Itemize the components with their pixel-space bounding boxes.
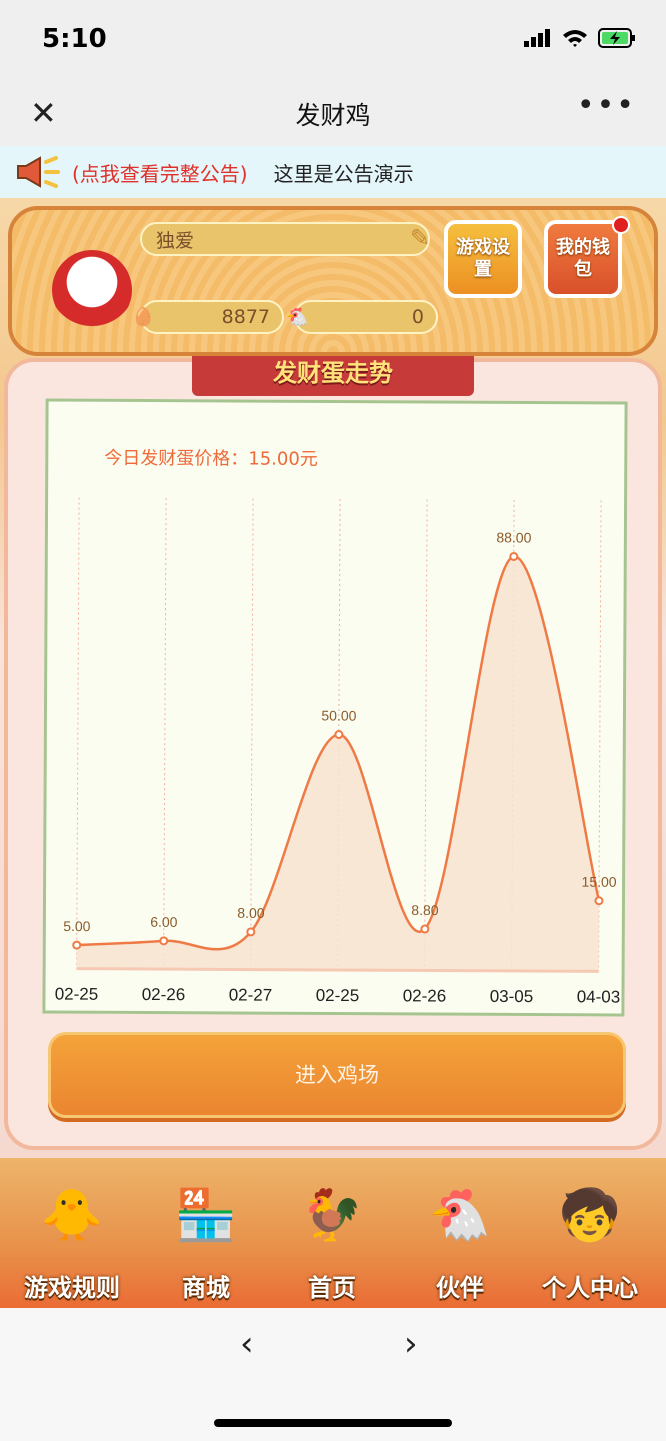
data-label: 5.00 <box>63 918 91 934</box>
nav-bar: ✕ 发财鸡 ••• <box>0 80 666 146</box>
x-tick-label: 02-26 <box>403 986 447 1005</box>
data-label: 50.00 <box>321 707 356 723</box>
rules-chicken-icon: 🐥 <box>40 1186 104 1244</box>
forward-icon[interactable]: › <box>404 1324 418 1364</box>
tab-label: 商城 <box>182 1274 230 1302</box>
wifi-icon <box>563 30 587 47</box>
grid-line <box>76 497 80 969</box>
more-icon[interactable]: ••• <box>576 88 636 123</box>
x-tick-label: 02-27 <box>229 985 273 1004</box>
bottom-tab-bar: 🐥 游戏规则 🏪 商城 🐓 首页 🐔 伙伴 🧒 个人中心 <box>0 1158 666 1308</box>
browser-toolbar: ‹ › <box>0 1308 666 1441</box>
grid-line <box>424 499 428 971</box>
area-fill <box>76 556 599 972</box>
chart-paper: 今日发财蛋价格：15.00元 5.00 02-25 6.00 02-26 8.00 02-… <box>42 398 628 1017</box>
x-tick-label: 02-25 <box>316 986 360 1005</box>
chicken-count: 🐔 0 <box>286 300 438 334</box>
data-point <box>509 551 519 561</box>
tab-home[interactable]: 🐓 首页 <box>272 1166 392 1306</box>
game-settings-button[interactable]: 游戏设置 <box>444 220 522 298</box>
tab-shop[interactable]: 🏪 商城 <box>146 1166 266 1306</box>
data-label: 88.00 <box>496 529 531 545</box>
x-axis <box>76 967 599 973</box>
data-label: 15.00 <box>582 874 617 890</box>
home-rooster-icon: 🐓 <box>300 1186 364 1244</box>
tab-profile[interactable]: 🧒 个人中心 <box>530 1166 650 1306</box>
tab-label: 个人中心 <box>542 1274 638 1302</box>
tab-label: 游戏规则 <box>24 1274 120 1302</box>
data-label: 8.80 <box>411 902 439 918</box>
data-point <box>334 730 344 740</box>
data-point <box>420 924 430 934</box>
egg-count: 🥚 8877 <box>132 300 284 334</box>
x-tick-label: 04-03 <box>577 987 621 1006</box>
data-point <box>159 936 169 946</box>
x-tick-label: 03-05 <box>490 987 534 1006</box>
shop-icon: 🏪 <box>174 1186 238 1244</box>
page-title: 发财鸡 <box>295 101 371 130</box>
home-indicator <box>214 1419 452 1427</box>
status-bar: 5:10 <box>0 0 666 80</box>
series-line <box>76 555 601 951</box>
data-point <box>246 927 256 937</box>
notice-bar[interactable]: (点我查看完整公告) 这里是公告演示 <box>0 146 666 198</box>
chicken-icon: 🐔 <box>286 306 309 328</box>
status-time: 5:10 <box>42 24 107 54</box>
profile-kid-icon: 🧒 <box>558 1186 622 1244</box>
data-label: 8.00 <box>237 905 265 921</box>
tab-partner[interactable]: 🐔 伙伴 <box>400 1166 520 1306</box>
grid-line <box>250 498 254 970</box>
game-area: 今日发财蛋价格：15.00元 5.00 02-25 6.00 02-26 8.00 02-… <box>0 198 666 1308</box>
data-point <box>594 896 604 906</box>
x-tick-label: 02-25 <box>55 985 99 1004</box>
data-label: 6.00 <box>150 914 178 930</box>
trend-board: 今日发财蛋价格：15.00元 5.00 02-25 6.00 02-26 8.00 02-… <box>4 358 662 1150</box>
partner-chickens-icon: 🐔 <box>428 1186 492 1244</box>
nickname-field[interactable]: 独爱 <box>140 222 430 256</box>
grid-line <box>598 500 602 972</box>
megaphone-icon <box>17 156 60 188</box>
tab-label: 伙伴 <box>436 1274 484 1302</box>
wallet-button[interactable]: 我的钱包 <box>544 220 622 298</box>
profile-header: 独爱 ✎ 🥚 8877 🐔 0 游戏设置 我的钱包 <box>8 206 658 356</box>
battery-charging-icon <box>598 28 635 48</box>
trend-banner: 发财蛋走势 <box>192 350 474 396</box>
status-icons <box>524 28 636 48</box>
egg-icon: 🥚 <box>132 306 155 328</box>
avatar[interactable] <box>52 250 132 330</box>
notice-link[interactable]: (点我查看完整公告) <box>72 161 248 186</box>
enter-farm-button[interactable]: 进入鸡场 <box>48 1032 626 1118</box>
tab-label: 首页 <box>308 1274 356 1302</box>
chicken-count-value: 0 <box>411 306 424 328</box>
egg-count-value: 8877 <box>221 306 270 328</box>
notice-message: 这里是公告演示 <box>273 161 414 186</box>
back-icon[interactable]: ‹ <box>240 1324 254 1364</box>
pencil-icon[interactable]: ✎ <box>410 224 431 252</box>
close-icon[interactable]: ✕ <box>30 94 57 132</box>
tab-rules[interactable]: 🐥 游戏规则 <box>12 1166 132 1306</box>
signal-icon <box>524 29 550 47</box>
trend-chart: 5.00 02-25 6.00 02-26 8.00 02-27 50.00 02-25 8.8… <box>55 497 621 1006</box>
data-point <box>72 940 82 950</box>
grid-line <box>163 498 167 970</box>
x-tick-label: 02-26 <box>142 985 186 1004</box>
notification-dot <box>612 216 630 234</box>
